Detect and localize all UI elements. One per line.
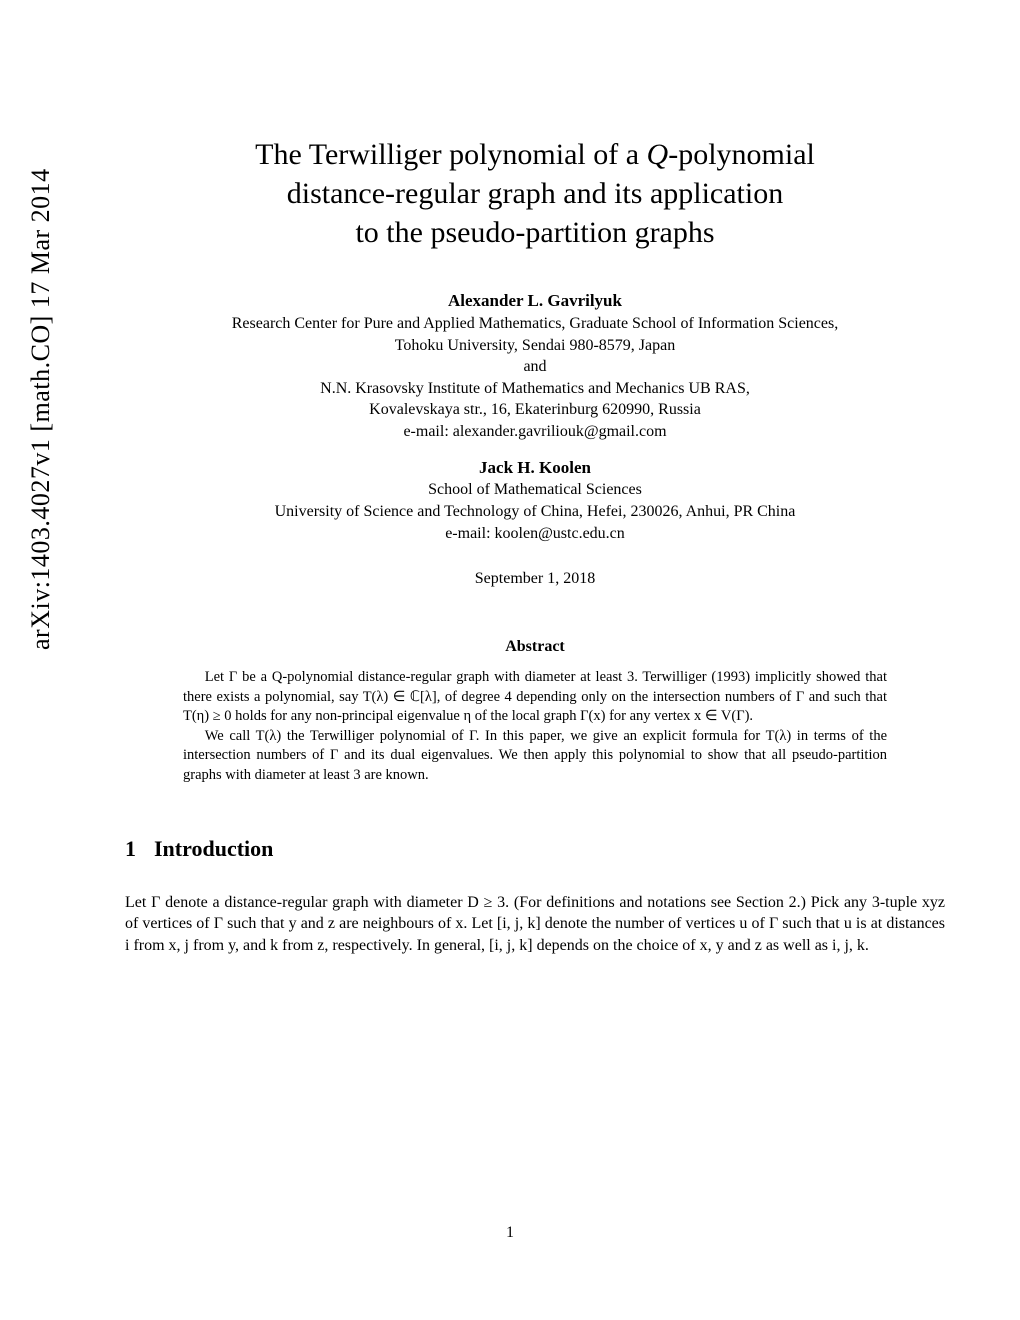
author1-affil2: Tohoku University, Sendai 980-8579, Japa… [125, 335, 945, 357]
abstract-paragraph-1: Let Γ be a Q-polynomial distance-regular… [183, 668, 887, 727]
title-line-3: to the pseudo-partition graphs [355, 216, 714, 249]
paper-page: The Terwilliger polynomial of a Q-polyno… [125, 135, 945, 956]
author1-and: and [125, 356, 945, 378]
title-part-1: The Terwilliger polynomial of a [255, 138, 646, 171]
author1-affil4: Kovalevskaya str., 16, Ekaterinburg 6209… [125, 399, 945, 421]
intro-paragraph-1: Let Γ denote a distance-regular graph wi… [125, 892, 945, 957]
author1-affil1: Research Center for Pure and Applied Mat… [125, 313, 945, 335]
arxiv-identifier: arXiv:1403.4027v1 [math.CO] 17 Mar 2014 [26, 168, 56, 650]
title-line-2: distance-regular graph and its applicati… [287, 177, 783, 210]
author1-affil3: N.N. Krasovsky Institute of Mathematics … [125, 378, 945, 400]
paper-date: September 1, 2018 [125, 570, 945, 588]
section-1-number: 1 [125, 836, 136, 862]
introduction-body: Let Γ denote a distance-regular graph wi… [125, 892, 945, 957]
author-block-2: Jack H. Koolen School of Mathematical Sc… [125, 457, 945, 545]
author2-affil1: School of Mathematical Sciences [125, 479, 945, 501]
author2-affil2: University of Science and Technology of … [125, 501, 945, 523]
author1-email: e-mail: alexander.gavriliouk@gmail.com [125, 421, 945, 443]
section-1-title: Introduction [154, 836, 273, 861]
section-1-heading: 1 Introduction [125, 836, 945, 862]
abstract-heading: Abstract [125, 638, 945, 656]
title-q-italic: Q [647, 138, 669, 171]
abstract-body: Let Γ be a Q-polynomial distance-regular… [183, 668, 887, 785]
author1-name: Alexander L. Gavrilyuk [125, 290, 945, 313]
abstract-paragraph-2: We call T(λ) the Terwilliger polynomial … [183, 727, 887, 786]
author2-name: Jack H. Koolen [125, 457, 945, 480]
author-block-1: Alexander L. Gavrilyuk Research Center f… [125, 290, 945, 443]
author2-email: e-mail: koolen@ustc.edu.cn [125, 523, 945, 545]
page-number: 1 [0, 1224, 1020, 1242]
paper-title: The Terwilliger polynomial of a Q-polyno… [125, 135, 945, 252]
title-part-1b: -polynomial [668, 138, 815, 171]
